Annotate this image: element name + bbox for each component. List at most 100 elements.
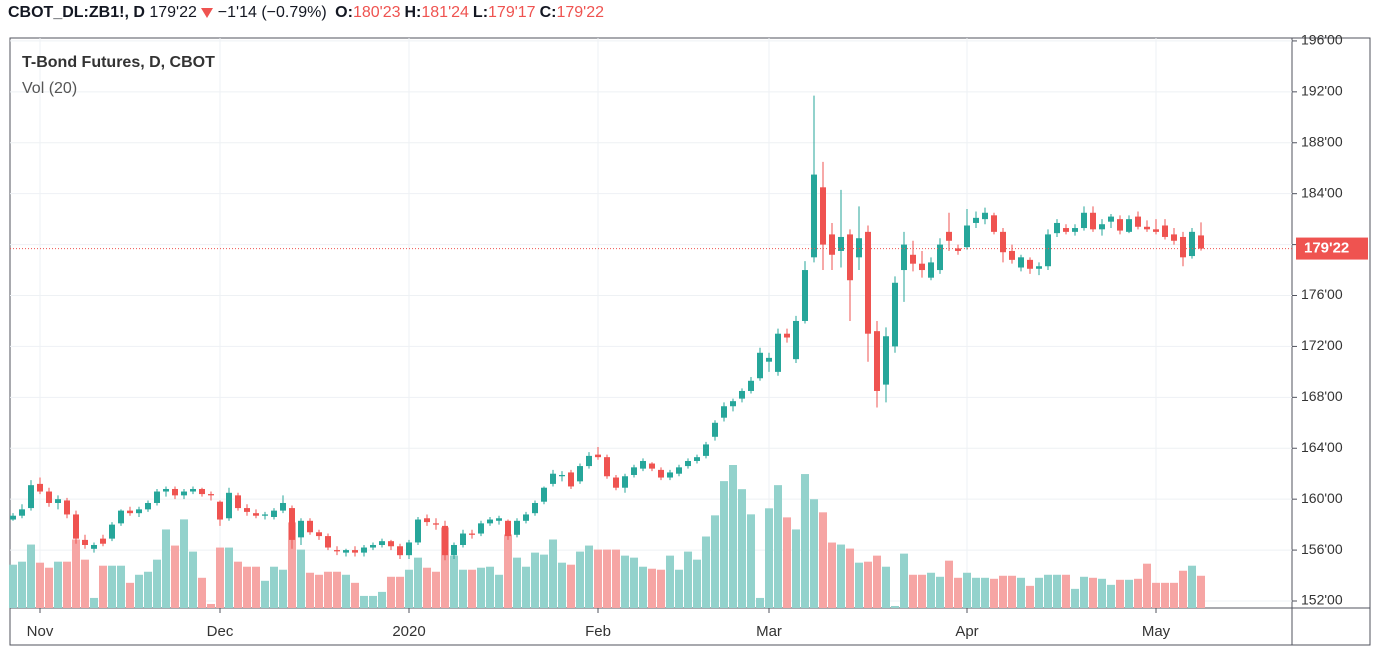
- volume-bar: [891, 605, 899, 608]
- volume-bar: [909, 574, 917, 608]
- candle-body: [1126, 219, 1132, 232]
- candle-body: [658, 469, 664, 478]
- volume-bar: [333, 571, 341, 608]
- volume-bar: [1152, 582, 1160, 608]
- volume-bar: [729, 465, 737, 608]
- volume-bar: [630, 557, 638, 608]
- candle-body: [793, 320, 799, 360]
- candle-body: [496, 518, 502, 521]
- volume-bar: [315, 574, 323, 608]
- candle-body: [100, 538, 106, 544]
- volume-bar: [459, 569, 467, 608]
- volume-bar: [927, 572, 935, 608]
- candle-body: [1045, 234, 1051, 267]
- candle-body: [1000, 231, 1006, 253]
- y-tick-label: 168'00: [1301, 388, 1343, 404]
- volume-bar: [1017, 577, 1025, 608]
- volume-bar: [504, 534, 512, 608]
- volume-bar: [1188, 565, 1196, 608]
- volume-bar: [567, 564, 575, 608]
- candle-body: [262, 514, 268, 516]
- candle-body: [838, 236, 844, 251]
- volume-bar: [252, 566, 260, 608]
- y-tick-label: 172'00: [1301, 337, 1343, 353]
- volume-bar: [954, 577, 962, 608]
- candle-body: [19, 509, 25, 516]
- candle-body: [181, 491, 187, 496]
- candle-body: [352, 550, 358, 553]
- volume-bar: [486, 566, 494, 608]
- candle-body: [1198, 235, 1204, 249]
- volume-bar: [945, 560, 953, 608]
- candle-body: [811, 174, 817, 258]
- candle-body: [136, 509, 142, 514]
- candle-body: [1027, 259, 1033, 269]
- candle-body: [856, 238, 862, 258]
- candle-body: [703, 444, 709, 456]
- volume-bar: [558, 562, 566, 608]
- candle-body: [604, 457, 610, 477]
- candle-body: [28, 485, 34, 509]
- candle-body: [622, 476, 628, 488]
- candle-body: [217, 501, 223, 520]
- candle-body: [937, 244, 943, 271]
- candle-body: [55, 499, 61, 503]
- volume-bar: [63, 561, 71, 608]
- candle-body: [721, 406, 727, 418]
- candle-body: [316, 532, 322, 537]
- volume-bar: [702, 536, 710, 608]
- candle-body: [631, 467, 637, 475]
- volume-bar: [783, 517, 791, 608]
- field-value: 179'17: [488, 4, 536, 21]
- candle-body: [982, 212, 988, 220]
- volume-bar: [297, 549, 305, 608]
- volume-bar: [270, 566, 278, 608]
- volume-bar: [81, 559, 89, 608]
- candle-body: [469, 533, 475, 535]
- candle-body: [820, 187, 826, 245]
- field-value: 179'22: [556, 4, 605, 21]
- y-tick-label: 176'00: [1301, 286, 1343, 302]
- candle-body: [676, 467, 682, 474]
- volume-bar: [657, 569, 665, 608]
- price: 179'22: [149, 4, 197, 21]
- volume-bar: [207, 603, 215, 608]
- volume-bar: [477, 567, 485, 608]
- candle-body: [667, 472, 673, 478]
- y-tick-label: 160'00: [1301, 490, 1343, 506]
- candle-body: [514, 520, 520, 535]
- candle-body: [487, 519, 493, 524]
- volume-bar: [171, 545, 179, 608]
- candle-body: [829, 234, 835, 255]
- x-tick-label: Apr: [955, 623, 978, 640]
- candle-body: [1135, 216, 1141, 227]
- volume-bar: [522, 566, 530, 608]
- candle-body: [478, 523, 484, 534]
- field-value: 180'23: [352, 4, 401, 21]
- volume-bar: [342, 574, 350, 608]
- volume-bar: [234, 561, 242, 608]
- volume-bar: [963, 572, 971, 608]
- last-price-label: 179'22: [1304, 240, 1349, 257]
- x-tick-label: 2020: [392, 623, 425, 640]
- volume-bar: [36, 562, 44, 608]
- volume-bar: [1008, 575, 1016, 608]
- volume-bar: [1161, 582, 1169, 608]
- candle-body: [1090, 212, 1096, 230]
- candle-body: [325, 536, 331, 548]
- candle-body: [919, 263, 925, 271]
- candle-body: [1081, 212, 1087, 229]
- volume-bar: [1107, 584, 1115, 608]
- volume-bar: [747, 514, 755, 608]
- candle-body: [145, 502, 151, 510]
- candle-body: [883, 336, 889, 385]
- candle-body: [235, 495, 241, 509]
- candle-body: [127, 510, 133, 514]
- volume-bar: [1098, 578, 1106, 608]
- candle-body: [163, 488, 169, 492]
- candle-body: [226, 492, 232, 519]
- candle-body: [946, 231, 952, 241]
- y-tick-label: 192'00: [1301, 83, 1343, 99]
- candle-body: [1153, 229, 1159, 232]
- field-label: O:: [335, 4, 353, 21]
